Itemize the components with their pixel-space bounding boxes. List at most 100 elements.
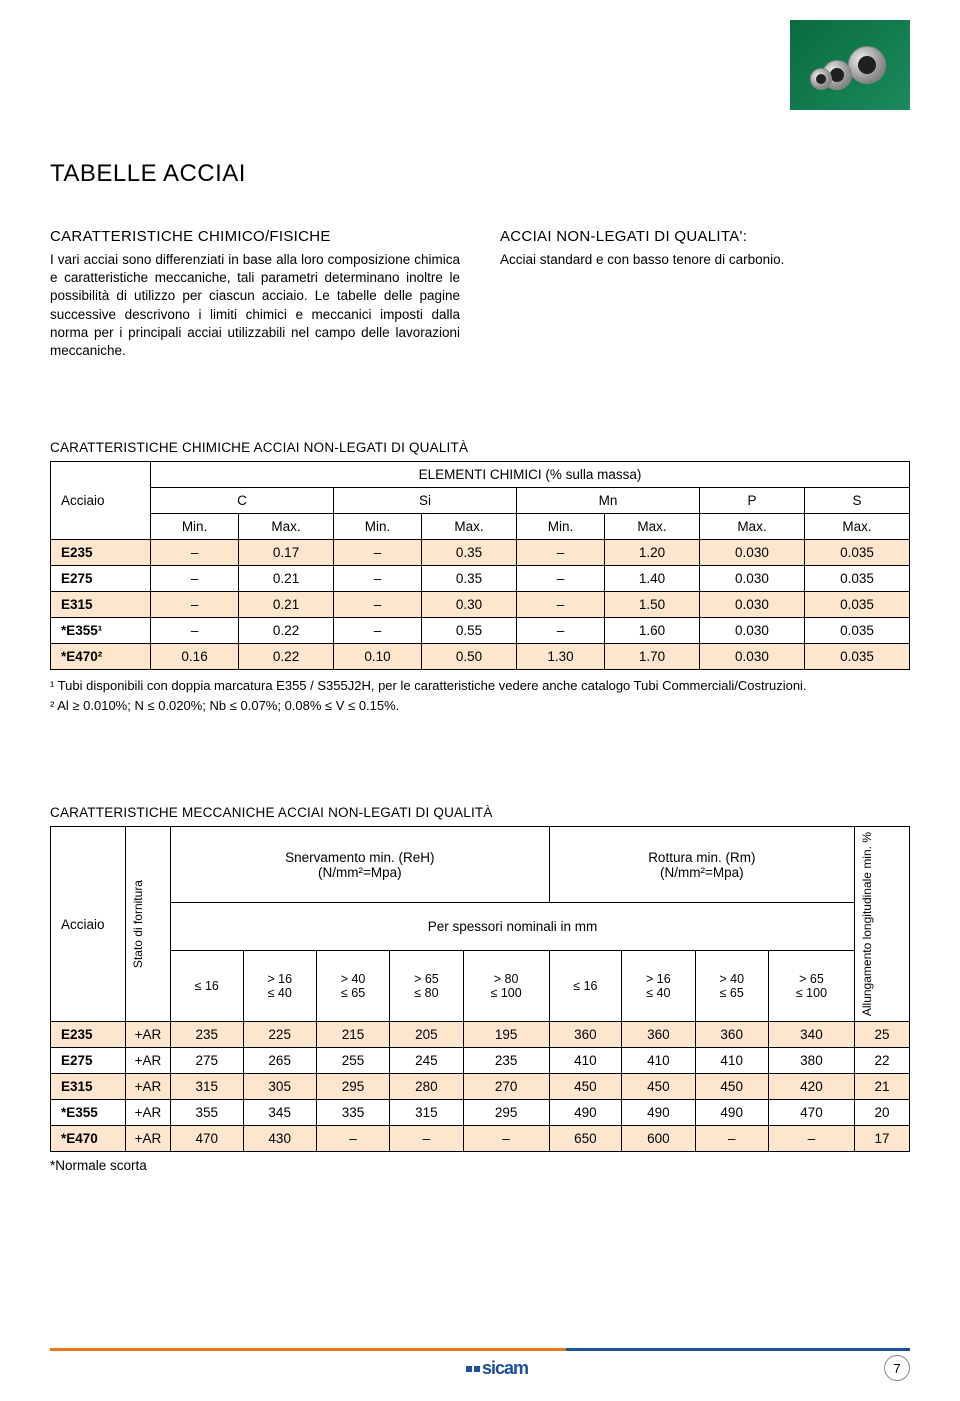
- state-cell: +AR: [126, 1022, 171, 1048]
- table-cell: 0.21: [239, 566, 334, 592]
- table-cell: 410: [695, 1048, 768, 1074]
- table-cell: 0.030: [699, 644, 804, 670]
- table-cell: –: [333, 566, 421, 592]
- table-cell: 235: [171, 1022, 244, 1048]
- page-number: 7: [884, 1355, 910, 1381]
- steel-name: E315: [51, 592, 151, 618]
- table-cell: 0.030: [699, 592, 804, 618]
- table-cell: 0.21: [239, 592, 334, 618]
- chem-super-header: ELEMENTI CHIMICI (% sulla massa): [151, 462, 910, 488]
- table-cell: 195: [463, 1022, 549, 1048]
- table-cell: 21: [855, 1074, 910, 1100]
- table-cell: 295: [463, 1100, 549, 1126]
- table-cell: 490: [549, 1100, 622, 1126]
- chem-subhead: Max.: [422, 514, 517, 540]
- table-cell: 0.16: [151, 644, 239, 670]
- table-cell: 410: [549, 1048, 622, 1074]
- table-cell: 470: [171, 1126, 244, 1152]
- table-row: *E355¹–0.22–0.55–1.600.0300.035: [51, 618, 910, 644]
- table-cell: –: [151, 566, 239, 592]
- right-heading: ACCIAI NON-LEGATI DI QUALITA':: [500, 228, 910, 245]
- steel-name: E315: [51, 1074, 126, 1100]
- table-cell: 1.30: [516, 644, 604, 670]
- table-cell: 340: [768, 1022, 854, 1048]
- table-cell: 280: [390, 1074, 463, 1100]
- table-cell: 0.10: [333, 644, 421, 670]
- table-cell: –: [390, 1126, 463, 1152]
- table-cell: 360: [549, 1022, 622, 1048]
- table-cell: 25: [855, 1022, 910, 1048]
- steel-name: *E355¹: [51, 618, 151, 644]
- table-cell: 0.22: [239, 618, 334, 644]
- mech-thickness-header: Per spessori nominali in mm: [171, 902, 855, 950]
- table-row: E315–0.21–0.30–1.500.0300.035: [51, 592, 910, 618]
- thickness-col: > 16 ≤ 40: [243, 950, 316, 1022]
- table-cell: 650: [549, 1126, 622, 1152]
- table-cell: 0.035: [804, 566, 909, 592]
- table-cell: 0.22: [239, 644, 334, 670]
- table-cell: 600: [622, 1126, 695, 1152]
- table-cell: 360: [622, 1022, 695, 1048]
- thickness-col: > 40 ≤ 65: [316, 950, 389, 1022]
- chem-subhead: Min.: [516, 514, 604, 540]
- thickness-col: > 16 ≤ 40: [622, 950, 695, 1022]
- table-cell: 335: [316, 1100, 389, 1126]
- table-row: *E355+AR35534533531529549049049047020: [51, 1100, 910, 1126]
- mech-col-steel: Acciaio: [51, 827, 126, 1022]
- state-cell: +AR: [126, 1126, 171, 1152]
- table-cell: 380: [768, 1048, 854, 1074]
- table-cell: 20: [855, 1100, 910, 1126]
- thickness-col: ≤ 16: [171, 950, 244, 1022]
- table-cell: 0.35: [422, 566, 517, 592]
- table-cell: 245: [390, 1048, 463, 1074]
- chem-group-si: Si: [333, 488, 516, 514]
- header-pipes-image: [790, 20, 910, 110]
- table-cell: 0.30: [422, 592, 517, 618]
- table-cell: 0.35: [422, 540, 517, 566]
- table-cell: 0.035: [804, 618, 909, 644]
- thickness-col: ≤ 16: [549, 950, 622, 1022]
- chem-group-p: P: [699, 488, 804, 514]
- mech-yield-header: Snervamento min. (ReH) (N/mm²=Mpa): [171, 827, 550, 902]
- table-cell: –: [695, 1126, 768, 1152]
- table-cell: –: [316, 1126, 389, 1152]
- chem-note2: ² Al ≥ 0.010%; N ≤ 0.020%; Nb ≤ 0.07%; 0…: [50, 696, 910, 716]
- table-cell: 1.50: [605, 592, 700, 618]
- table-cell: 360: [695, 1022, 768, 1048]
- steel-name: E275: [51, 566, 151, 592]
- table-cell: 0.17: [239, 540, 334, 566]
- chem-subhead: Min.: [151, 514, 239, 540]
- mech-footnote: *Normale scorta: [50, 1158, 910, 1173]
- table-cell: 0.50: [422, 644, 517, 670]
- table-row: *E470+AR470430–––650600––17: [51, 1126, 910, 1152]
- chem-group-mn: Mn: [516, 488, 699, 514]
- thickness-col: > 40 ≤ 65: [695, 950, 768, 1022]
- table-cell: 315: [171, 1074, 244, 1100]
- table-cell: 345: [243, 1100, 316, 1126]
- page-title: TABELLE ACCIAI: [50, 160, 910, 188]
- steel-name: E235: [51, 1022, 126, 1048]
- mech-tensile-header: Rottura min. (Rm) (N/mm²=Mpa): [549, 827, 854, 902]
- table-cell: –: [151, 540, 239, 566]
- table-cell: 275: [171, 1048, 244, 1074]
- table-row: E235–0.17–0.35–1.200.0300.035: [51, 540, 910, 566]
- intro-heading: CARATTERISTICHE CHIMICO/FISICHE: [50, 228, 460, 245]
- footer-logo: sicam: [466, 1358, 528, 1379]
- table-cell: 22: [855, 1048, 910, 1074]
- chem-col-steel: Acciaio: [51, 462, 151, 540]
- chem-table-title: CARATTERISTICHE CHIMICHE ACCIAI NON-LEGA…: [50, 440, 910, 455]
- table-cell: 0.55: [422, 618, 517, 644]
- table-row: *E470²0.160.220.100.501.301.700.0300.035: [51, 644, 910, 670]
- table-cell: 0.030: [699, 618, 804, 644]
- table-cell: 265: [243, 1048, 316, 1074]
- table-cell: 295: [316, 1074, 389, 1100]
- thickness-col: > 65 ≤ 100: [768, 950, 854, 1022]
- table-row: E315+AR31530529528027045045045042021: [51, 1074, 910, 1100]
- table-cell: 490: [622, 1100, 695, 1126]
- table-cell: 0.035: [804, 644, 909, 670]
- chem-table: Acciaio ELEMENTI CHIMICI (% sulla massa)…: [50, 461, 910, 670]
- thickness-col: > 65 ≤ 80: [390, 950, 463, 1022]
- table-cell: 17: [855, 1126, 910, 1152]
- table-cell: 450: [622, 1074, 695, 1100]
- chem-subhead: Max.: [239, 514, 334, 540]
